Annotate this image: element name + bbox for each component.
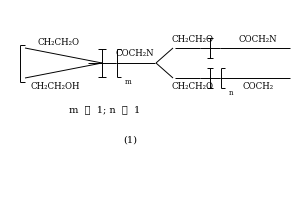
Text: CH₂CH₂O: CH₂CH₂O xyxy=(171,82,213,91)
Text: COCH₂N: COCH₂N xyxy=(239,35,277,44)
Text: COCH₂N: COCH₂N xyxy=(116,49,154,58)
Text: CH₂CH₂O: CH₂CH₂O xyxy=(171,35,213,44)
Text: m  ≧  1; n  ≧  1: m ≧ 1; n ≧ 1 xyxy=(69,106,141,114)
Text: COCH₂: COCH₂ xyxy=(242,82,274,91)
Text: CH₂CH₂O: CH₂CH₂O xyxy=(37,38,79,47)
Text: n: n xyxy=(229,89,233,97)
Text: (1): (1) xyxy=(123,136,137,144)
Text: m: m xyxy=(125,78,132,86)
Text: CH₂CH₂OH: CH₂CH₂OH xyxy=(30,82,80,91)
